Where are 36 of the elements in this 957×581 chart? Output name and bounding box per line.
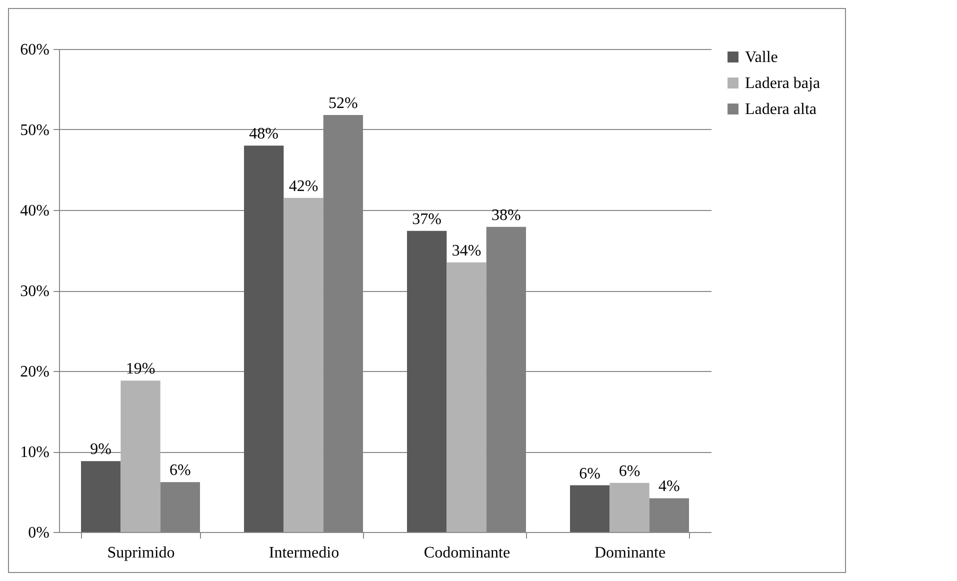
bar [81,461,121,532]
bar [610,482,650,532]
y-tick-label: 50% [20,122,50,139]
data-label: 34% [452,242,482,260]
data-label: 9% [90,441,112,458]
data-label: 6% [579,465,600,482]
data-label: 52% [328,95,358,112]
data-label: 38% [492,206,521,224]
y-tick-label: 20% [20,364,50,380]
bar [407,230,447,532]
data-label: 6% [170,462,191,480]
bar [446,262,486,532]
data-label: 42% [288,178,318,195]
bar [120,380,160,532]
legend-label: Ladera baja [745,75,820,92]
y-tick-label: 10% [20,444,50,461]
bar [160,482,200,532]
bar [284,198,324,532]
data-label: 6% [618,462,640,480]
y-tick-label: 30% [20,283,50,300]
x-tick-label: Dominante [594,544,666,562]
legend-label: Valle [745,49,778,66]
data-label: 19% [126,360,156,378]
bar [649,498,689,532]
x-tick-label: Intermedio [268,544,340,562]
legend-label: Ladera alta [745,101,816,118]
data-label: 48% [249,126,278,143]
y-tick-label: 40% [20,202,50,220]
y-tick-label: 0% [28,524,50,542]
data-label: 4% [658,478,680,496]
x-tick-label: Suprimido [107,544,175,562]
bar [570,485,610,532]
bar [244,146,284,532]
x-tick-label: Codominante [424,544,510,562]
y-tick-label: 60% [20,42,50,58]
data-label: 37% [412,210,442,228]
